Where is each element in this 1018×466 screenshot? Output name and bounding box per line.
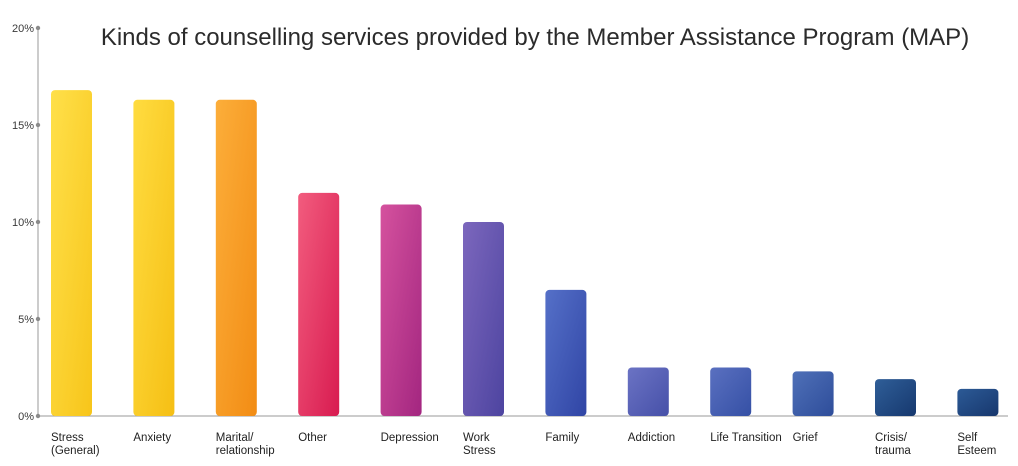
bar (875, 379, 916, 416)
bar (215, 99, 257, 416)
bar (380, 204, 422, 416)
x-tick-label: Life Transition (710, 432, 782, 444)
y-tick-label: 10% (12, 217, 34, 229)
bar (627, 367, 669, 416)
y-tick-label: 5% (18, 314, 34, 326)
bar (298, 192, 340, 416)
y-tick-mark (35, 122, 41, 128)
bar (463, 222, 504, 416)
chart-title: Kinds of counselling services provided b… (101, 24, 969, 51)
x-tick-label: Stress (General) (51, 432, 100, 457)
x-axis-labels: Stress (General) Anxiety Marital/relationsh… (51, 432, 996, 457)
x-tick-label: Depression (381, 432, 439, 444)
x-tick-label: Anxiety (133, 432, 171, 444)
x-tick-label: Self Esteem (957, 432, 996, 457)
x-tick-label: Family (545, 432, 579, 444)
x-tick-label: Crisis/trauma (875, 432, 911, 457)
bar (710, 367, 752, 416)
x-tick-label: Addiction (628, 432, 675, 444)
x-tick-label: Other (298, 432, 327, 444)
y-axis-ticks: 0% 5% 10% 15% 20% (12, 23, 41, 423)
y-tick-mark (35, 316, 41, 322)
bar (545, 289, 587, 416)
y-tick-mark (35, 219, 41, 225)
x-tick-label: Grief (793, 432, 819, 444)
y-tick-mark (35, 413, 41, 419)
x-tick-label: Work Stress (463, 432, 496, 457)
y-tick-label: 0% (18, 411, 34, 423)
x-tick-label: Marital/relationship (216, 432, 275, 457)
bar (792, 371, 834, 416)
y-tick-mark (35, 25, 41, 31)
bar (51, 90, 92, 416)
y-tick-label: 15% (12, 120, 34, 132)
bars (51, 90, 999, 416)
bar (133, 99, 175, 416)
bar (957, 388, 999, 416)
y-tick-label: 20% (12, 23, 34, 35)
